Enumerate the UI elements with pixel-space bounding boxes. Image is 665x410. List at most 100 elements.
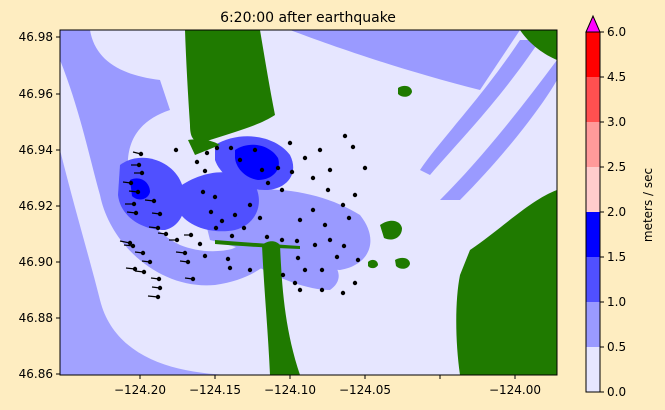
map-frame — [59, 29, 558, 376]
colorbar-tick-label: 1.0 — [607, 295, 626, 309]
gauge-dot — [302, 155, 308, 161]
gauge-dot — [182, 250, 188, 256]
y-tick-label: 46.88 — [19, 311, 53, 325]
gauge-dot — [319, 287, 325, 293]
gauge-dot — [140, 250, 146, 256]
gauge-dot — [138, 151, 144, 157]
gauge-dot — [292, 280, 298, 286]
gauge-dot — [229, 233, 235, 239]
y-tick-label: 46.92 — [19, 199, 53, 213]
x-tick-label: −124.15 — [189, 383, 241, 397]
gauge-dot — [225, 256, 231, 262]
x-tick-label: −124.00 — [489, 383, 541, 397]
gauge-dot — [247, 267, 253, 273]
gauge-dot — [133, 210, 139, 216]
gauge-dot — [279, 237, 285, 243]
colorbar-tick-label: 0.5 — [607, 340, 626, 354]
gauge-dot — [297, 287, 303, 293]
gauge-dot — [132, 266, 138, 272]
gauge-dot — [294, 238, 300, 244]
gauge-dot — [334, 254, 340, 260]
gauge-dot — [219, 218, 225, 224]
gauge-dot — [341, 243, 347, 249]
colorbar-ticks: 0.0 0.5 1.0 1.5 2.0 2.5 3.0 4.5 6.0 — [600, 25, 626, 399]
colorbar-tick-label: 2.5 — [607, 160, 626, 174]
gauge-dot — [346, 215, 352, 221]
gauge-dot — [130, 243, 136, 249]
gauge-dot — [289, 169, 295, 175]
land-north-spit-tip — [188, 139, 220, 155]
gauge-dot — [202, 168, 208, 174]
gauge-dot — [131, 201, 137, 207]
gauge-dot — [227, 265, 233, 271]
land-east-island — [380, 220, 402, 240]
gauge-dot — [327, 167, 333, 173]
gauge-dot — [257, 215, 263, 221]
gauge-dot — [247, 202, 253, 208]
land-south-islet — [395, 257, 410, 269]
gauge-dot — [241, 225, 247, 231]
y-tick-label: 46.94 — [19, 143, 53, 157]
gauge-dot — [173, 147, 179, 153]
colorbar-segment — [586, 212, 600, 257]
colorbar-tick-label: 1.5 — [607, 250, 626, 264]
gauge-dot — [264, 234, 270, 240]
water-medium-ocean-outer — [60, 150, 240, 375]
gauge-dot — [228, 145, 234, 151]
gauge-dot — [259, 167, 265, 173]
water-high-center — [175, 172, 259, 232]
colorbar-segment — [586, 32, 600, 77]
gauge-dot — [157, 285, 163, 291]
gauge-dot — [279, 187, 285, 193]
gauge-dot — [174, 237, 180, 243]
gauge-dot — [355, 257, 361, 263]
water-medium-right-channel-2 — [420, 40, 540, 175]
land-south-spit-bar — [215, 240, 300, 249]
gauge-dot — [202, 253, 208, 259]
gauge-dot — [204, 150, 210, 156]
water-medium-ocean — [60, 30, 285, 286]
y-tick-label: 46.86 — [19, 367, 53, 381]
gauge-dot — [188, 232, 194, 238]
colorbar-extend-arrow — [585, 14, 601, 33]
land-south-spit — [262, 241, 300, 375]
gauge-dot — [352, 280, 358, 286]
map-title: 6:20:00 after earthquake — [220, 10, 396, 26]
gauge-dot — [297, 217, 303, 223]
gauge-dot — [185, 259, 191, 265]
gauge-dot — [208, 209, 214, 215]
gauge-dot — [317, 147, 323, 153]
x-tick-label: −124.05 — [339, 383, 391, 397]
gauge-dot — [155, 294, 161, 300]
colorbar-tick-label: 2.0 — [607, 205, 626, 219]
gauge-dot — [127, 240, 133, 246]
colorbar-tick-label: 4.5 — [607, 70, 626, 84]
gauge-dot — [265, 180, 271, 186]
land-east-mainland — [456, 190, 557, 375]
colorbar-segment — [586, 122, 600, 167]
gauge-dot — [302, 267, 308, 273]
colorbar: 0.0 0.5 1.0 1.5 2.0 2.5 3.0 4.5 6.0 meters / sec — [585, 14, 655, 399]
map-area — [60, 30, 557, 375]
gauge-dot — [252, 147, 258, 153]
gauge-dot — [312, 242, 318, 248]
colorbar-segment — [586, 347, 600, 392]
gauge-dot — [155, 225, 161, 231]
gauge-dot — [350, 144, 356, 150]
gauge-markers — [119, 133, 368, 300]
gauge-dot — [325, 187, 331, 193]
land-north-islet — [398, 85, 412, 97]
gauge-dot — [163, 231, 169, 237]
gauge-dot — [237, 157, 243, 163]
gauge-dot — [310, 175, 316, 181]
land-north-spit — [185, 30, 275, 142]
gauge-dot — [327, 237, 333, 243]
gauge-dot — [135, 189, 141, 195]
x-tick-label: −124.20 — [114, 383, 166, 397]
gauge-dot — [197, 241, 203, 247]
gauge-dot — [322, 222, 328, 228]
colorbar-segment — [586, 257, 600, 302]
colorbar-segments — [586, 32, 600, 392]
colorbar-tick-label: 6.0 — [607, 25, 626, 39]
